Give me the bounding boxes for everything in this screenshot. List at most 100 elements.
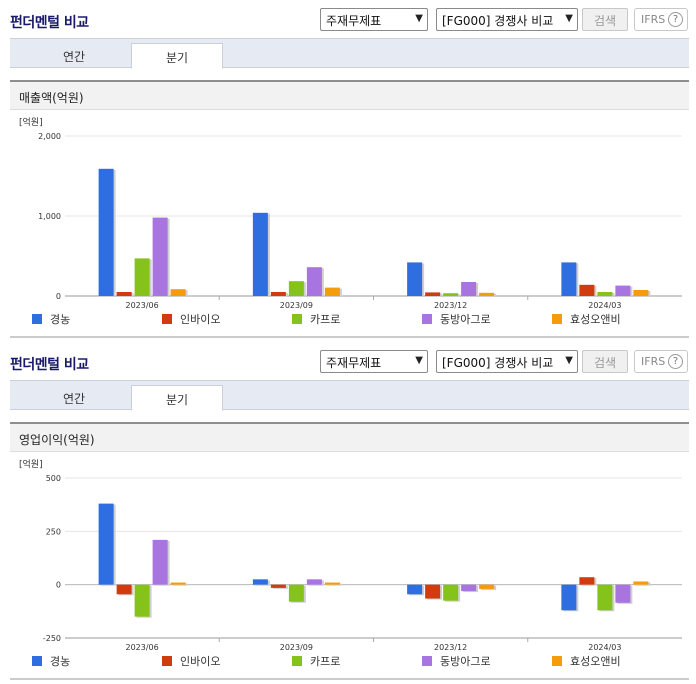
legend-swatch: [552, 656, 562, 666]
legend-label: 효성오앤비: [570, 655, 621, 668]
chevron-down-icon: ▼: [415, 355, 423, 366]
unit-label: [억원]: [19, 116, 43, 128]
bar: [579, 577, 595, 585]
x-tick-label: 2023/12: [434, 301, 467, 310]
tab-annual[interactable]: 연간: [62, 392, 86, 406]
help-icon: ?: [668, 354, 683, 369]
y-tick-label: 500: [46, 474, 61, 483]
ifrs-label: IFRS: [641, 355, 666, 368]
chevron-down-icon: ▼: [565, 355, 573, 366]
revenue-chart: [억원] 2,000 1,000 0 2023/06 2023/09 2023/12 2024…: [10, 112, 689, 338]
x-tick-label: 2023/06: [126, 301, 159, 310]
legend-swatch: [32, 656, 42, 666]
bar: [134, 258, 150, 296]
bar: [461, 584, 477, 592]
legend-label: 동방아그로: [440, 313, 491, 326]
tab-quarterly[interactable]: 분기: [131, 385, 223, 411]
bar: [561, 262, 577, 296]
fundamental-section-1: 펀더멘털 비교 주재무제표 ▼ [FG000] 경쟁사 비교 ▼ 검색 IFRS…: [10, 8, 689, 338]
ifrs-label: IFRS: [641, 13, 666, 26]
unit-label: [억원]: [19, 458, 43, 470]
x-tick-label: 2023/09: [280, 643, 313, 652]
chevron-down-icon: ▼: [565, 13, 573, 24]
bar: [116, 584, 132, 595]
panel-divider: [10, 678, 689, 680]
tab-quarterly[interactable]: 분기: [131, 43, 223, 69]
statement-type-select[interactable]: 주재무제표 ▼: [320, 8, 428, 31]
bar: [270, 584, 286, 588]
bar: [324, 582, 340, 585]
legend-label: 효성오앤비: [570, 313, 621, 326]
legend-swatch: [292, 314, 302, 324]
legend-swatch: [32, 314, 42, 324]
operating-profit-chart: [억원] 500 250 0 -250 2023/06 2023/09 2023/12 2024…: [10, 454, 689, 680]
legend-swatch: [162, 314, 172, 324]
bar: [479, 292, 495, 296]
bar: [306, 579, 322, 585]
bar: [597, 584, 613, 611]
legend-label: 인바이오: [180, 655, 220, 668]
statement-type-value: 주재무제표: [326, 14, 382, 28]
bar: [615, 584, 631, 603]
bar: [270, 292, 286, 296]
operating-profit-chart-svg: [억원]500 250 0 -250 2023/06 2023/09 2023/12 2024…: [19, 458, 682, 668]
compare-type-select[interactable]: [FG000] 경쟁사 비교 ▼: [436, 8, 578, 31]
bar: [443, 293, 459, 296]
legend-label: 경농: [50, 313, 70, 326]
panel-divider: [10, 336, 689, 338]
help-icon: ?: [668, 12, 683, 27]
search-button[interactable]: 검색: [582, 8, 628, 31]
bar: [561, 584, 577, 611]
bar: [425, 292, 441, 296]
bar: [152, 217, 168, 296]
legend-swatch: [552, 314, 562, 324]
bar: [252, 212, 268, 296]
bar: [425, 584, 441, 599]
bar: [443, 584, 459, 601]
y-tick-label: 250: [46, 527, 61, 536]
bar: [288, 281, 304, 296]
x-tick-label: 2023/12: [434, 643, 467, 652]
compare-type-select[interactable]: [FG000] 경쟁사 비교 ▼: [436, 350, 578, 373]
search-button[interactable]: 검색: [582, 350, 628, 373]
statement-type-select[interactable]: 주재무제표 ▼: [320, 350, 428, 373]
bar: [407, 262, 423, 296]
bar: [134, 584, 150, 617]
bar: [98, 503, 114, 585]
legend-label: 경농: [50, 655, 70, 668]
tab-annual[interactable]: 연간: [62, 50, 86, 64]
chevron-down-icon: ▼: [415, 13, 423, 24]
y-tick-label: -250: [43, 634, 61, 643]
bar: [170, 582, 186, 585]
bar: [170, 289, 186, 296]
period-tabs: 연간 분기: [10, 38, 689, 69]
bar: [579, 284, 595, 296]
bar: [597, 292, 613, 296]
bar: [461, 282, 477, 296]
compare-type-value: [FG000] 경쟁사 비교: [442, 356, 554, 370]
legend-label: 동방아그로: [440, 655, 491, 668]
bar: [615, 285, 631, 296]
revenue-chart-svg: [억원] 2,000 1,000 0 2023/06 2023/09 2023/12 2024…: [19, 116, 682, 326]
period-tabs: 연간 분기: [10, 380, 689, 411]
legend-swatch: [292, 656, 302, 666]
bar: [252, 579, 268, 585]
x-tick-label: 2024/03: [588, 643, 621, 652]
section-title: 펀더멘털 비교: [10, 357, 89, 373]
bar: [116, 292, 132, 296]
x-tick-label: 2023/06: [126, 643, 159, 652]
bar: [152, 539, 168, 585]
bar: [407, 584, 423, 595]
chart-title: 영업이익(억원): [10, 422, 689, 452]
bar: [324, 287, 340, 296]
y-tick-label: 0: [56, 581, 61, 590]
y-tick-label: 1,000: [38, 212, 61, 221]
ifrs-button[interactable]: IFRS ?: [634, 8, 688, 31]
bar: [288, 584, 304, 602]
legend-label: 카프로: [310, 655, 340, 668]
bar: [633, 581, 649, 585]
bar: [633, 290, 649, 296]
legend-label: 인바이오: [180, 313, 220, 326]
ifrs-button[interactable]: IFRS ?: [634, 350, 688, 373]
fundamental-section-2: 펀더멘털 비교 주재무제표 ▼ [FG000] 경쟁사 비교 ▼ 검색 IFRS…: [0, 342, 696, 684]
